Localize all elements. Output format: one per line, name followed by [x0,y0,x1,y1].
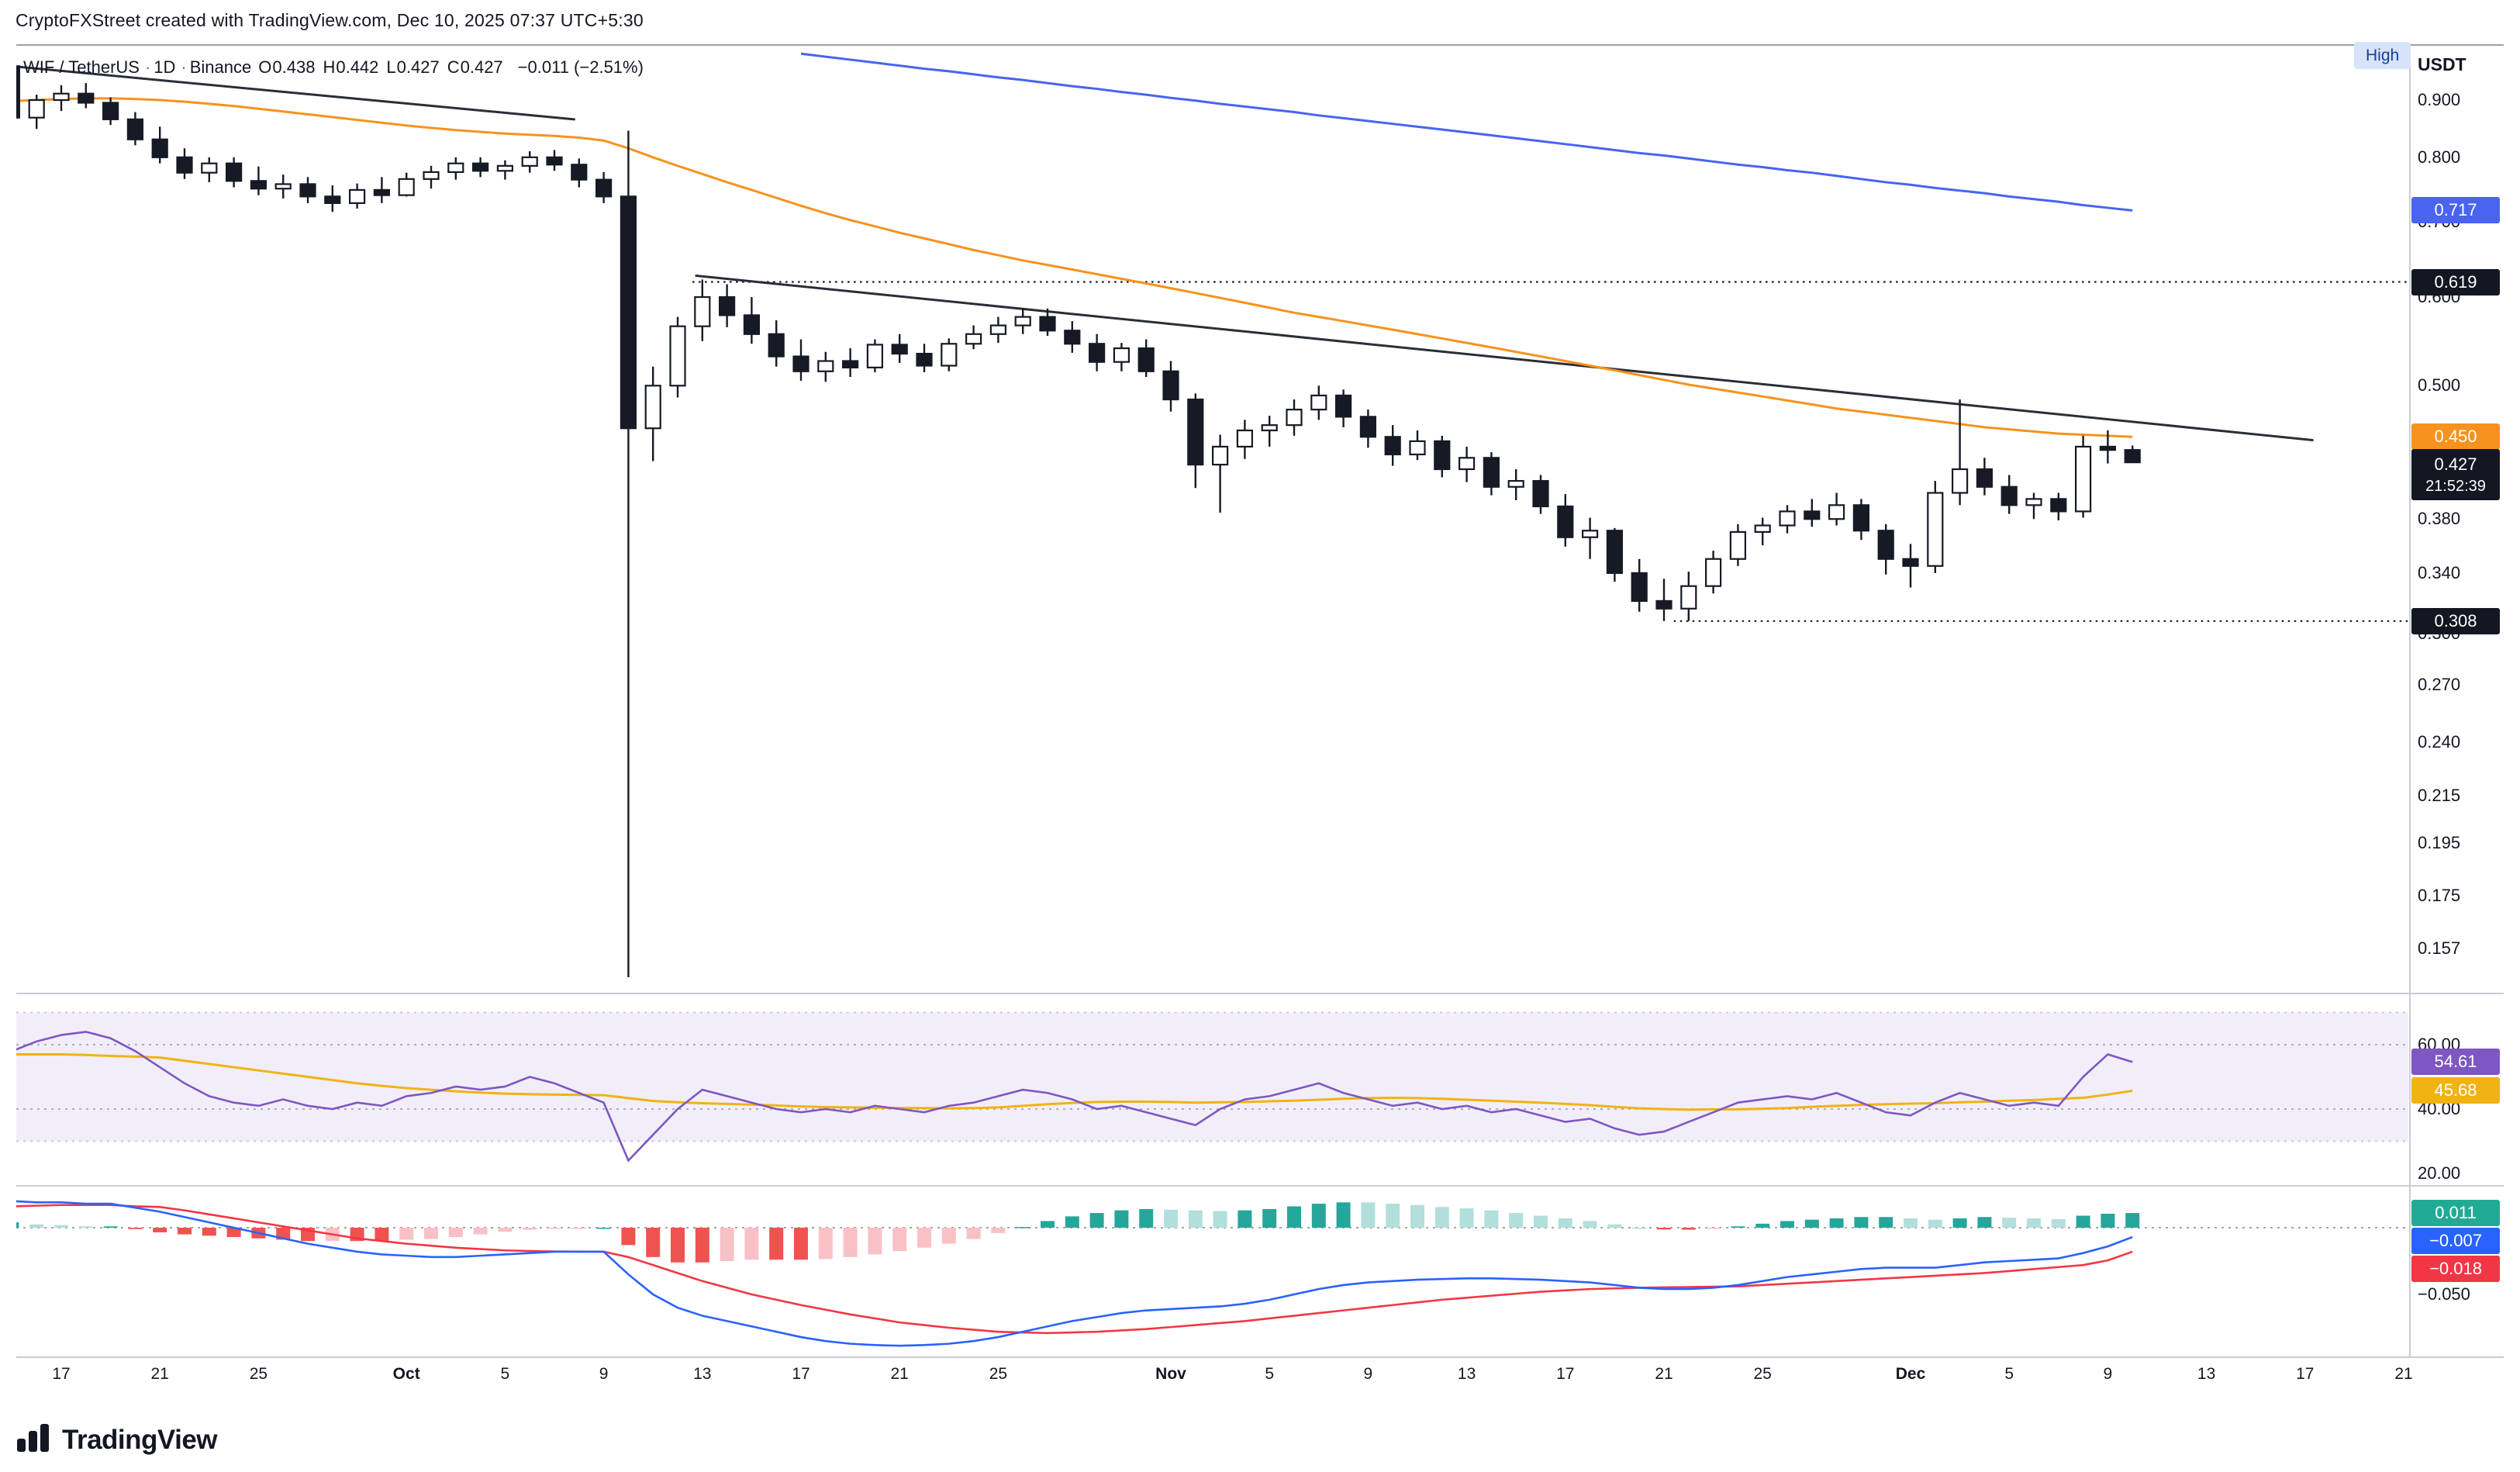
legend-ohlc-label: L [386,57,396,77]
legend-ohlc-value: 0.427 [396,57,440,77]
attribution-text: CryptoFXStreet created with TradingView.… [16,10,644,30]
time-axis-label: 5 [500,1365,510,1383]
time-axis-label: 25 [989,1365,1008,1383]
rsi-axis-badge: 45.68 [2411,1077,2500,1104]
time-axis-label: 25 [249,1365,268,1383]
ma-blue-line[interactable] [800,52,2133,212]
time-axis-label: 17 [52,1365,71,1383]
price-axis-tick: 0.900 [2418,90,2461,109]
time-axis-label: 25 [1753,1365,1772,1383]
time-axis-label: 17 [1556,1365,1575,1383]
pane-separators [16,44,2504,1358]
rsi-axis-tick: 60.00 [2418,1035,2461,1054]
price-axis-tick: 0.270 [2418,675,2461,695]
time-axis-label: 13 [693,1365,712,1383]
bar-countdown-timer: 21:52:39 [2425,477,2486,495]
tradingview-logo-icon [17,1424,51,1456]
rsi-axis-tick: 40.00 [2418,1099,2461,1118]
price-axis-badge: 0.717 [2411,197,2500,224]
rsi-line[interactable] [12,1031,2133,1163]
tradingview-wordmark: TradingView [62,1424,218,1455]
high-badge: High [2354,42,2411,69]
rsi-band [16,1012,2408,1142]
macd-axis-badge: −0.007 [2411,1228,2500,1255]
price-axis-tick: 0.240 [2418,732,2461,752]
time-axis-label: 5 [2004,1365,2014,1383]
legend-ohlc-value: 0.442 [336,57,379,77]
ma-orange-line[interactable] [12,97,2133,438]
time-axis-label: 21 [890,1365,909,1383]
trendline[interactable] [695,274,2314,441]
rsi-ma-line[interactable] [12,1052,2133,1111]
legend-separator: · [144,57,151,77]
time-axis-label: 9 [2103,1365,2113,1383]
macd-line[interactable] [12,1200,2133,1347]
legend-interval: 1D [154,57,176,77]
price-axis-tick: 0.215 [2418,786,2461,806]
time-axis-label: Oct [392,1365,420,1383]
legend-ohlc-label: C [447,57,460,77]
rsi-axis-badge: 54.61 [2411,1049,2500,1076]
candles-layer[interactable] [5,54,2141,977]
time-axis-label: 21 [1655,1365,1673,1383]
price-axis-currency[interactable]: USDT [2418,54,2466,74]
time-axis-label: 17 [792,1365,810,1383]
current-price-value: 0.427 [2434,454,2477,475]
macd-axis-badge: −0.018 [2411,1256,2500,1283]
macd-axis-badge: 0.011 [2411,1200,2500,1227]
time-axis-label: 9 [599,1365,609,1383]
price-axis-tick: 0.157 [2418,938,2461,958]
macd-axis-tick: −0.050 [2418,1284,2470,1304]
legend-ohlc-values: O0.438 H0.442 L0.427 C0.427 [258,57,510,78]
rsi-pane[interactable] [12,1011,2408,1163]
current-price-badge: 0.427 21:52:39 [2411,449,2500,500]
legend-ohlc-value: 0.427 [460,57,503,77]
time-axis-label: Nov [1155,1365,1186,1383]
price-axis-tick: 0.175 [2418,885,2461,905]
price-axis-tick: 0.195 [2418,833,2461,853]
legend-exchange: Binance [189,57,252,77]
price-axis-tick: 0.500 [2418,375,2461,396]
symbol-legend[interactable]: WIF / TetherUS · 1D · Binance O0.438 H0.4… [23,57,651,78]
time-axis-label: 5 [1265,1365,1275,1383]
rsi-axis-tick: 20.00 [2418,1163,2461,1183]
time-axis-label: 21 [150,1365,169,1383]
macd-signal-line[interactable] [12,1204,2133,1335]
legend-separator: · [181,57,187,77]
time-axis-label: 21 [2394,1365,2413,1383]
legend-symbol: WIF / TetherUS [23,57,140,77]
legend-ohlc-label: H [323,57,336,77]
time-axis-label: Dec [1895,1365,1926,1383]
price-axis-tick: 0.800 [2418,147,2461,167]
price-axis-badge: 0.450 [2411,423,2500,451]
time-axis-label: 13 [1457,1365,1476,1383]
price-axis-tick: 0.340 [2418,562,2461,582]
macd-pane[interactable] [5,1200,2408,1347]
time-axis-label: 13 [2197,1365,2216,1383]
tradingview-footer[interactable]: TradingView [17,1424,218,1456]
legend-change: −0.011 (−2.51%) [517,57,644,77]
price-axis-badge: 0.308 [2411,607,2500,634]
price-axis-tick: 0.380 [2418,509,2461,529]
legend-ohlc-label: O [258,57,272,77]
legend-ohlc-value: 0.438 [272,57,316,77]
time-axis-label: 17 [2296,1365,2315,1383]
price-axis-badge: 0.619 [2411,268,2500,295]
trendline[interactable] [12,65,575,121]
time-axis-label: 9 [1363,1365,1373,1383]
price-pane[interactable] [5,52,2408,977]
